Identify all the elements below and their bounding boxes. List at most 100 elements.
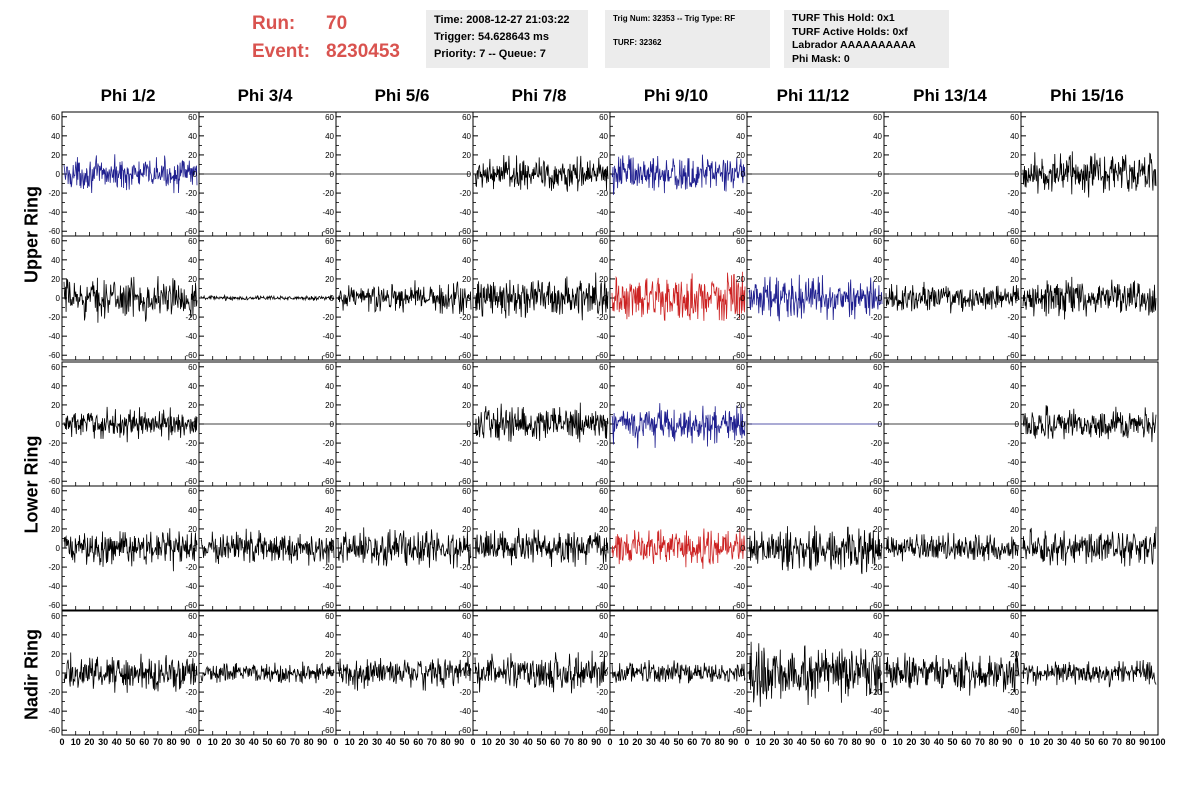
y-tick-label: 0 — [741, 294, 746, 303]
waveform-grid: -60-40-200204060-60-40-200204060-60-40-2… — [48, 111, 1166, 747]
y-tick-label: -40 — [596, 582, 608, 591]
y-tick-label: -40 — [459, 208, 471, 217]
y-tick-label: -40 — [596, 332, 608, 341]
y-tick-label: -20 — [733, 313, 745, 322]
panel-frame — [472, 361, 611, 487]
y-tick-label: -20 — [1007, 688, 1019, 697]
y-tick-label: 60 — [736, 612, 745, 621]
y-tick-label: 40 — [188, 631, 197, 640]
y-tick-label: 60 — [873, 487, 882, 496]
panel-r1-c4: -60 -40 -20 0 20 40 60 — [459, 111, 611, 237]
y-tick-label: 0 — [193, 420, 198, 429]
panel-r1-c7: -60 -40 -20 0 20 40 60 — [870, 111, 1022, 237]
y-tick-label: -60 — [733, 227, 745, 236]
panel-r1-c5: -60 -40 -20 0 20 40 60 — [596, 111, 748, 237]
y-tick-label: -40 — [733, 458, 745, 467]
run-event-label: Run: 70 Event: 8230453 — [252, 10, 400, 66]
x-tick-label: 10 — [71, 737, 81, 747]
panel-r2-c3: -60 -40 -20 0 20 40 60 — [322, 235, 474, 361]
x-tick-label: 10 — [345, 737, 355, 747]
y-tick-label: -40 — [48, 332, 60, 341]
x-tick-label: 60 — [276, 737, 286, 747]
y-tick-label: -20 — [322, 313, 334, 322]
y-tick-label: -20 — [1007, 563, 1019, 572]
x-tick-label: 60 — [139, 737, 149, 747]
waveform-trace — [474, 154, 609, 192]
x-tick-label: 0 — [881, 737, 886, 747]
y-tick-label: 0 — [604, 544, 609, 553]
y-tick-label: -40 — [48, 208, 60, 217]
y-tick-label: -20 — [185, 189, 197, 198]
y-tick-label: -40 — [322, 208, 334, 217]
waveform-trace — [63, 406, 198, 443]
y-tick-label: 40 — [1010, 256, 1019, 265]
panel-r2-c5: -60 -40 -20 0 20 40 60 — [596, 235, 748, 361]
y-tick-label: 20 — [599, 525, 608, 534]
y-tick-label: 60 — [462, 113, 471, 122]
x-tick-label: 70 — [153, 737, 163, 747]
y-tick-label: -40 — [185, 458, 197, 467]
panel-r3-c4: -60 -40 -20 0 20 40 60 — [459, 361, 611, 487]
labrador-line: Labrador AAAAAAAAAA — [792, 39, 916, 51]
col-title-7: Phi 13/14 — [913, 86, 987, 105]
y-tick-label: -40 — [733, 208, 745, 217]
y-tick-label: 20 — [599, 401, 608, 410]
y-tick-label: 40 — [873, 631, 882, 640]
y-tick-label: 40 — [51, 256, 60, 265]
y-tick-label: -20 — [48, 688, 60, 697]
y-tick-label: 0 — [467, 420, 472, 429]
y-tick-label: 60 — [736, 237, 745, 246]
x-tick-label: 0 — [470, 737, 475, 747]
x-tick-label: 20 — [358, 737, 368, 747]
y-tick-label: 40 — [873, 256, 882, 265]
waveform-trace — [885, 650, 1020, 696]
panel-r4-c7: -60 -40 -20 0 20 40 60 — [870, 485, 1022, 611]
panel-frame — [746, 235, 885, 361]
y-tick-label: 0 — [878, 669, 883, 678]
y-tick-label: 0 — [193, 294, 198, 303]
x-tick-label: 40 — [112, 737, 122, 747]
y-tick-label: 40 — [462, 132, 471, 141]
y-tick-label: -40 — [596, 458, 608, 467]
y-tick-label: -60 — [322, 726, 334, 735]
x-tick-label: 50 — [536, 737, 546, 747]
x-tick-label: 100 — [1150, 737, 1165, 747]
y-tick-label: -60 — [733, 601, 745, 610]
x-tick-label: 20 — [632, 737, 642, 747]
y-tick-label: 60 — [462, 612, 471, 621]
x-tick-label: 30 — [235, 737, 245, 747]
y-tick-label: 20 — [325, 650, 334, 659]
y-tick-label: -20 — [322, 439, 334, 448]
col-title-3: Phi 5/6 — [374, 86, 430, 105]
waveform-trace — [885, 281, 1020, 314]
y-tick-label: -20 — [596, 189, 608, 198]
panel-r2-c6: -60 -40 -20 0 20 40 60 — [733, 235, 885, 361]
y-tick-label: 60 — [188, 487, 197, 496]
waveform-trace — [337, 280, 472, 315]
y-tick-label: -20 — [870, 563, 882, 572]
y-tick-label: 0 — [330, 544, 335, 553]
y-tick-label: -20 — [185, 688, 197, 697]
panel-r2-c4: -60 -40 -20 0 20 40 60 — [459, 235, 611, 361]
y-tick-label: -40 — [185, 707, 197, 716]
y-tick-label: 20 — [1010, 275, 1019, 284]
panel-r5-c8: -60 -40 -20 0 20 40 60 — [1007, 610, 1159, 736]
y-tick-label: -60 — [870, 477, 882, 486]
waveform-trace — [1022, 151, 1157, 198]
x-tick-label: 30 — [98, 737, 108, 747]
y-tick-label: -40 — [870, 707, 882, 716]
y-tick-label: 20 — [873, 401, 882, 410]
x-tick-label: 90 — [454, 737, 464, 747]
col-title-5: Phi 9/10 — [643, 86, 709, 105]
y-tick-label: 0 — [56, 544, 61, 553]
y-tick-label: 20 — [188, 401, 197, 410]
y-tick-label: 20 — [873, 650, 882, 659]
waveform-trace — [611, 403, 746, 449]
y-tick-label: -60 — [870, 227, 882, 236]
x-tick-label: 20 — [221, 737, 231, 747]
y-tick-label: -60 — [48, 601, 60, 610]
y-tick-label: -60 — [870, 351, 882, 360]
y-tick-label: 40 — [873, 382, 882, 391]
y-tick-label: 20 — [873, 275, 882, 284]
y-tick-label: -40 — [185, 208, 197, 217]
